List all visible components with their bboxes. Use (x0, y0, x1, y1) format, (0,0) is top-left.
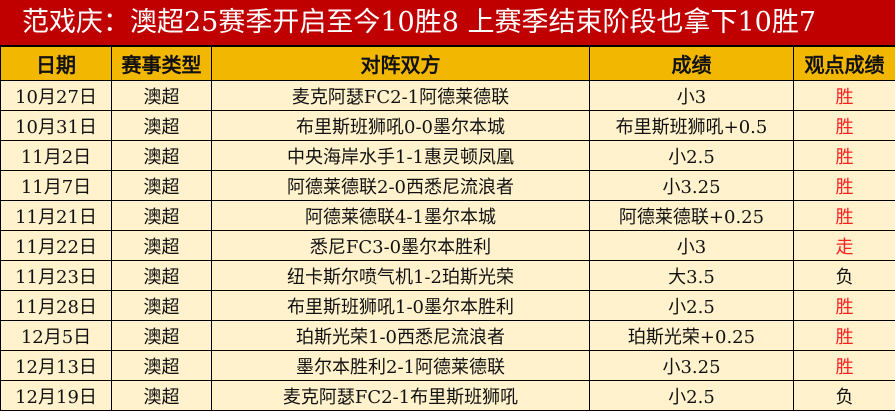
table-row: 10月31日 澳超 布里斯班狮吼0-0墨尔本城 布里斯班狮吼+0.5 胜 (0, 110, 895, 141)
league-cell: 澳超 (111, 350, 212, 381)
match-cell: 纽卡斯尔喷气机1-2珀斯光荣 (211, 260, 590, 291)
date-cell: 12月13日 (0, 350, 112, 381)
date-cell: 10月27日 (0, 80, 112, 111)
header-date: 日期 (0, 46, 112, 81)
match-cell: 布里斯班狮吼1-0墨尔本胜利 (211, 290, 590, 321)
verdict-cell: 胜 (793, 350, 895, 381)
date-cell: 11月21日 (0, 200, 112, 231)
table-row: 10月27日 澳超 麦克阿瑟FC2-1阿德莱德联 小3 胜 (0, 80, 895, 111)
match-cell: 麦克阿瑟FC2-1阿德莱德联 (211, 80, 590, 111)
date-cell: 11月28日 (0, 290, 112, 321)
match-cell: 悉尼FC3-0墨尔本胜利 (211, 230, 590, 261)
verdict-cell: 胜 (793, 170, 895, 201)
match-cell: 中央海岸水手1-1惠灵顿凤凰 (211, 140, 590, 171)
result-cell: 布里斯班狮吼+0.5 (589, 110, 794, 141)
table-row: 11月28日 澳超 布里斯班狮吼1-0墨尔本胜利 小2.5 胜 (0, 290, 895, 321)
league-cell: 澳超 (111, 260, 212, 291)
result-cell: 小3.25 (589, 350, 794, 381)
result-cell: 小2.5 (589, 290, 794, 321)
league-cell: 澳超 (111, 80, 212, 111)
date-cell: 12月5日 (0, 320, 112, 351)
results-table: 日期 赛事类型 对阵双方 成绩 观点成绩 10月27日 澳超 麦克阿瑟FC2-1阿德… (0, 46, 895, 411)
result-cell: 大3.5 (589, 260, 794, 291)
date-cell: 11月23日 (0, 260, 112, 291)
result-cell: 小2.5 (589, 380, 794, 411)
result-cell: 阿德莱德联+0.25 (589, 200, 794, 231)
table-row: 12月13日 澳超 墨尔本胜利2-1阿德莱德联 小3.25 胜 (0, 350, 895, 381)
header-match: 对阵双方 (211, 46, 590, 81)
result-cell: 珀斯光荣+0.25 (589, 320, 794, 351)
verdict-cell: 胜 (793, 200, 895, 231)
verdict-cell: 走 (793, 230, 895, 261)
match-cell: 珀斯光荣1-0西悉尼流浪者 (211, 320, 590, 351)
league-cell: 澳超 (111, 200, 212, 231)
league-cell: 澳超 (111, 380, 212, 411)
verdict-cell: 胜 (793, 290, 895, 321)
date-cell: 11月2日 (0, 140, 112, 171)
verdict-cell: 胜 (793, 80, 895, 111)
date-cell: 10月31日 (0, 110, 112, 141)
result-cell: 小3 (589, 80, 794, 111)
header-verdict: 观点成绩 (793, 46, 895, 81)
league-cell: 澳超 (111, 320, 212, 351)
league-cell: 澳超 (111, 110, 212, 141)
table-row: 11月7日 澳超 阿德莱德联2-0西悉尼流浪者 小3.25 胜 (0, 170, 895, 201)
verdict-cell: 负 (793, 260, 895, 291)
result-cell: 小3.25 (589, 170, 794, 201)
league-cell: 澳超 (111, 170, 212, 201)
verdict-cell: 胜 (793, 320, 895, 351)
page-title: 范戏庆：澳超25赛季开启至今10胜8 上赛季结束阶段也拿下10胜7 (0, 0, 895, 46)
result-cell: 小3 (589, 230, 794, 261)
match-cell: 阿德莱德联4-1墨尔本城 (211, 200, 590, 231)
verdict-cell: 负 (793, 380, 895, 411)
header-league: 赛事类型 (111, 46, 212, 81)
league-cell: 澳超 (111, 140, 212, 171)
league-cell: 澳超 (111, 230, 212, 261)
result-cell: 小2.5 (589, 140, 794, 171)
table-row: 12月5日 澳超 珀斯光荣1-0西悉尼流浪者 珀斯光荣+0.25 胜 (0, 320, 895, 351)
table-row: 11月23日 澳超 纽卡斯尔喷气机1-2珀斯光荣 大3.5 负 (0, 260, 895, 291)
table-row: 11月2日 澳超 中央海岸水手1-1惠灵顿凤凰 小2.5 胜 (0, 140, 895, 171)
match-cell: 墨尔本胜利2-1阿德莱德联 (211, 350, 590, 381)
match-cell: 阿德莱德联2-0西悉尼流浪者 (211, 170, 590, 201)
match-cell: 麦克阿瑟FC2-1布里斯班狮吼 (211, 380, 590, 411)
match-cell: 布里斯班狮吼0-0墨尔本城 (211, 110, 590, 141)
header-row: 日期 赛事类型 对阵双方 成绩 观点成绩 (0, 46, 895, 81)
verdict-cell: 胜 (793, 110, 895, 141)
date-cell: 11月22日 (0, 230, 112, 261)
date-cell: 12月19日 (0, 380, 112, 411)
table-row: 12月19日 澳超 麦克阿瑟FC2-1布里斯班狮吼 小2.5 负 (0, 380, 895, 411)
date-cell: 11月7日 (0, 170, 112, 201)
header-result: 成绩 (589, 46, 794, 81)
verdict-cell: 胜 (793, 140, 895, 171)
league-cell: 澳超 (111, 290, 212, 321)
table-row: 11月21日 澳超 阿德莱德联4-1墨尔本城 阿德莱德联+0.25 胜 (0, 200, 895, 231)
table-row: 11月22日 澳超 悉尼FC3-0墨尔本胜利 小3 走 (0, 230, 895, 261)
